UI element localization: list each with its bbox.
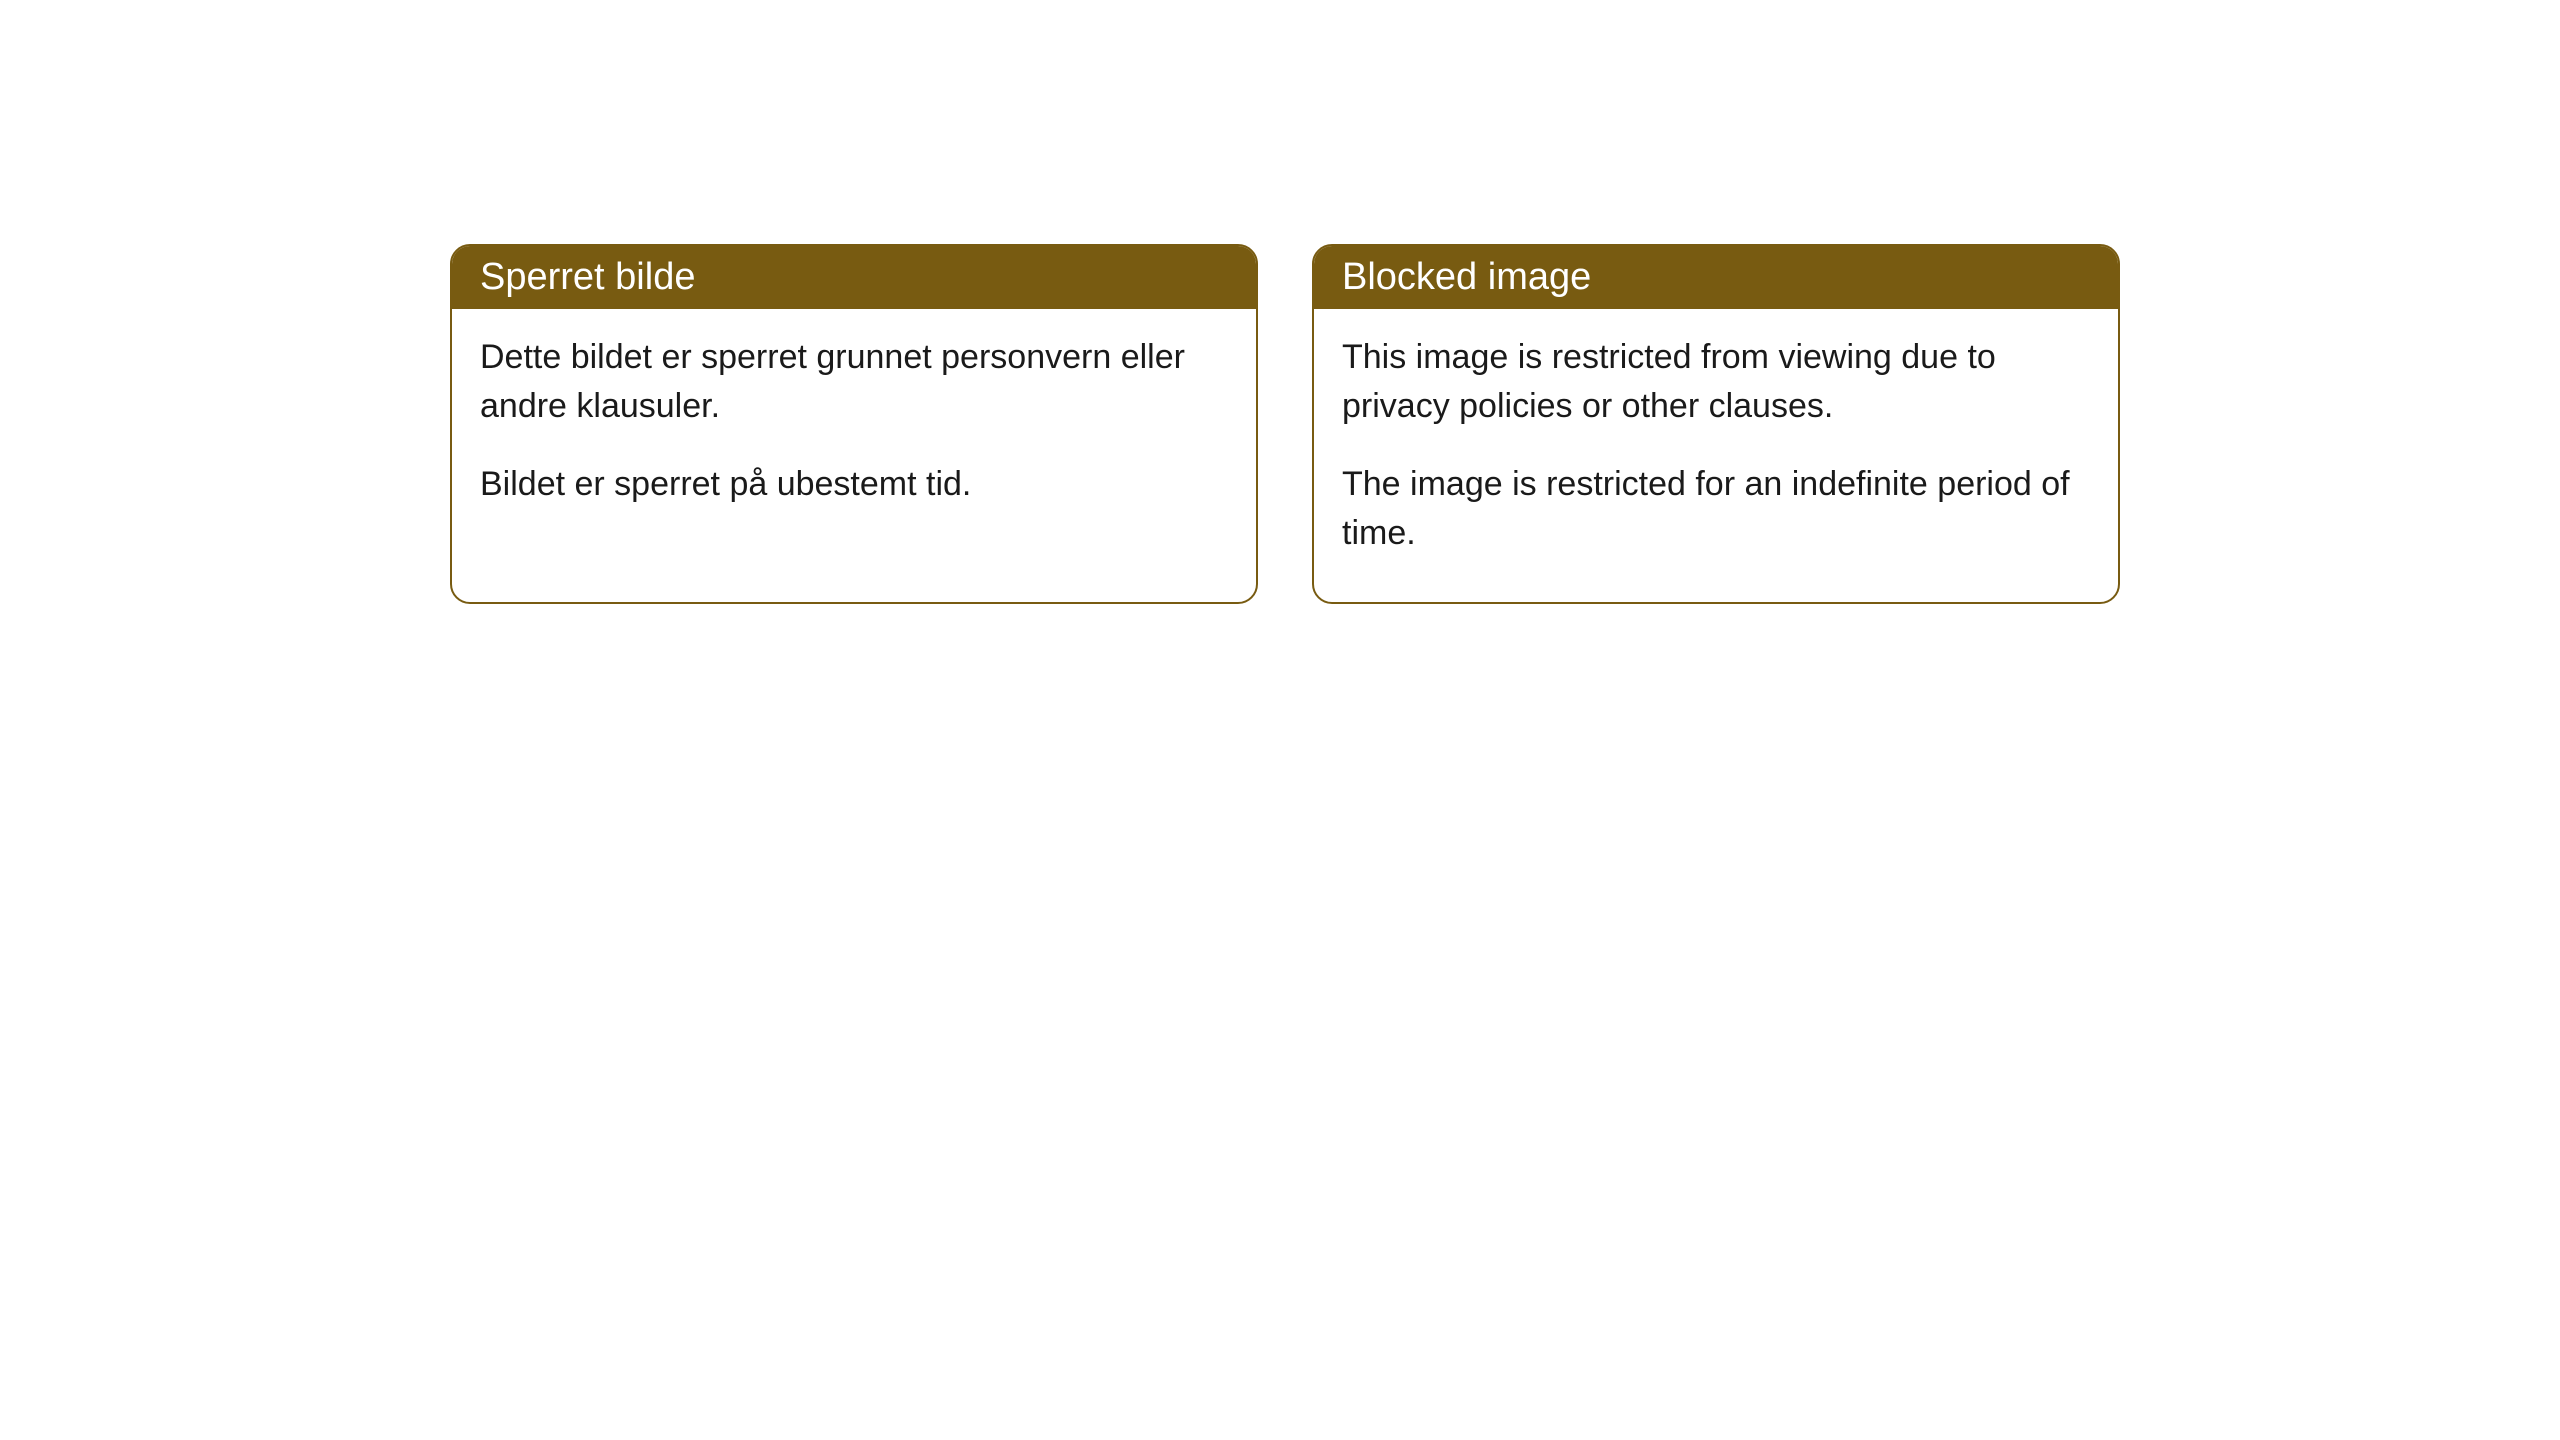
notice-container: Sperret bilde Dette bildet er sperret gr… [0,0,2560,604]
notice-paragraph-no-2: Bildet er sperret på ubestemt tid. [480,460,1228,509]
notice-box-en: Blocked image This image is restricted f… [1312,244,2120,604]
notice-paragraph-no-1: Dette bildet er sperret grunnet personve… [480,333,1228,432]
notice-body-en: This image is restricted from viewing du… [1314,309,2118,602]
notice-header-no: Sperret bilde [452,246,1256,309]
notice-header-en: Blocked image [1314,246,2118,309]
notice-paragraph-en-1: This image is restricted from viewing du… [1342,333,2090,432]
notice-body-no: Dette bildet er sperret grunnet personve… [452,309,1256,553]
notice-box-no: Sperret bilde Dette bildet er sperret gr… [450,244,1258,604]
notice-paragraph-en-2: The image is restricted for an indefinit… [1342,460,2090,559]
